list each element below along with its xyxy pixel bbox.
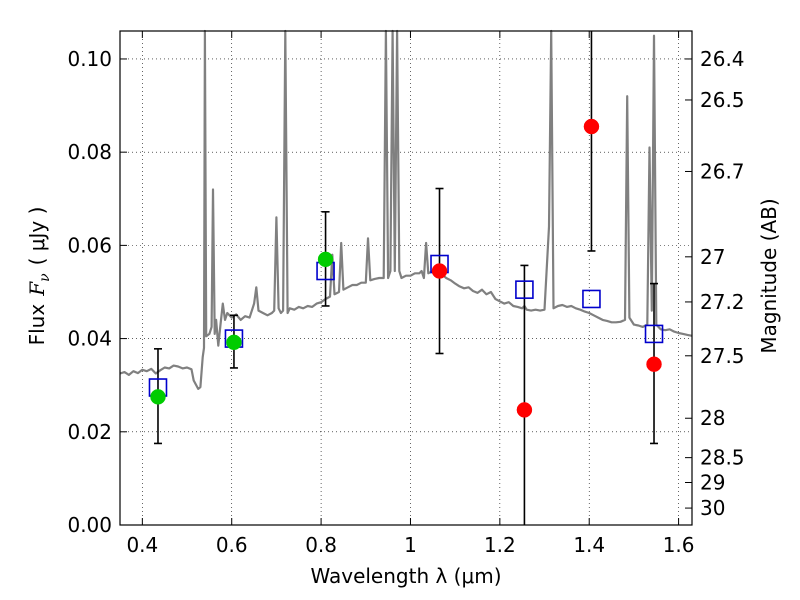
y-axis-ticks: 0.00 0.02 0.04 0.06 0.08 0.10	[67, 47, 127, 537]
model-spectrum	[119, 29, 693, 390]
magnitude-axis-label: Magnitude (AB)	[757, 198, 781, 353]
magnitude-tick-label: 27	[700, 245, 725, 269]
x-tick-label: 1	[404, 533, 417, 557]
x-axis-ticks: 0.4 0.6 0.8 1 1.2 1.4 1.6	[126, 31, 695, 557]
y-tick-label: 0.10	[67, 47, 112, 71]
y-axis-label-symbol: F	[25, 281, 49, 297]
x-axis-label: Wavelength λ (μm)	[310, 564, 501, 588]
model-photometry-square	[515, 280, 534, 299]
observed-flux-point	[516, 402, 533, 418]
observed-flux-point	[226, 334, 242, 351]
magnitude-tick-label: 26.7	[700, 159, 745, 183]
observed-flux-point	[317, 251, 334, 268]
magnitude-tick-label: 30	[700, 496, 725, 520]
x-tick-label: 0.6	[216, 533, 248, 557]
magnitude-tick-label: 28	[700, 406, 725, 430]
magnitude-tick-label: 29	[700, 470, 725, 494]
observed-flux-point	[150, 389, 166, 405]
y-axis-label: Flux Fν ( μJy )	[25, 207, 53, 346]
model-photometry-square	[644, 324, 664, 344]
magnitude-tick-label: 26.5	[700, 88, 745, 112]
magnitude-tick-label: 27.5	[700, 344, 745, 368]
y-axis-label-unit: ( μJy )	[25, 207, 49, 266]
x-tick-label: 1.2	[484, 533, 516, 557]
y-tick-label: 0.02	[67, 420, 112, 444]
x-tick-label: 1.6	[663, 533, 695, 557]
x-tick-label: 1.4	[573, 533, 605, 557]
y-tick-label: 0.08	[67, 140, 112, 164]
magnitude-tick-label: 28.5	[700, 446, 745, 470]
error-bars	[153, 31, 659, 525]
observed-flux-point	[583, 118, 600, 135]
y-tick-label: 0.06	[67, 233, 112, 257]
x-tick-label: 0.4	[126, 533, 158, 557]
data-markers	[148, 118, 664, 418]
observed-flux-point	[646, 356, 662, 372]
spectrum-line	[119, 29, 693, 390]
y-axis-label-main: Flux	[25, 304, 49, 346]
observed-flux-point	[431, 263, 448, 279]
magnitude-tick-label: 27.2	[700, 290, 745, 314]
y-axis-label-subscript: ν	[37, 273, 53, 282]
x-tick-label: 0.8	[305, 533, 337, 557]
magnitude-tick-label: 26.4	[700, 47, 745, 71]
plot-frame	[119, 30, 693, 526]
y-tick-label: 0.00	[67, 513, 112, 537]
model-photometry-square	[582, 289, 601, 309]
y-tick-label: 0.04	[67, 327, 112, 351]
